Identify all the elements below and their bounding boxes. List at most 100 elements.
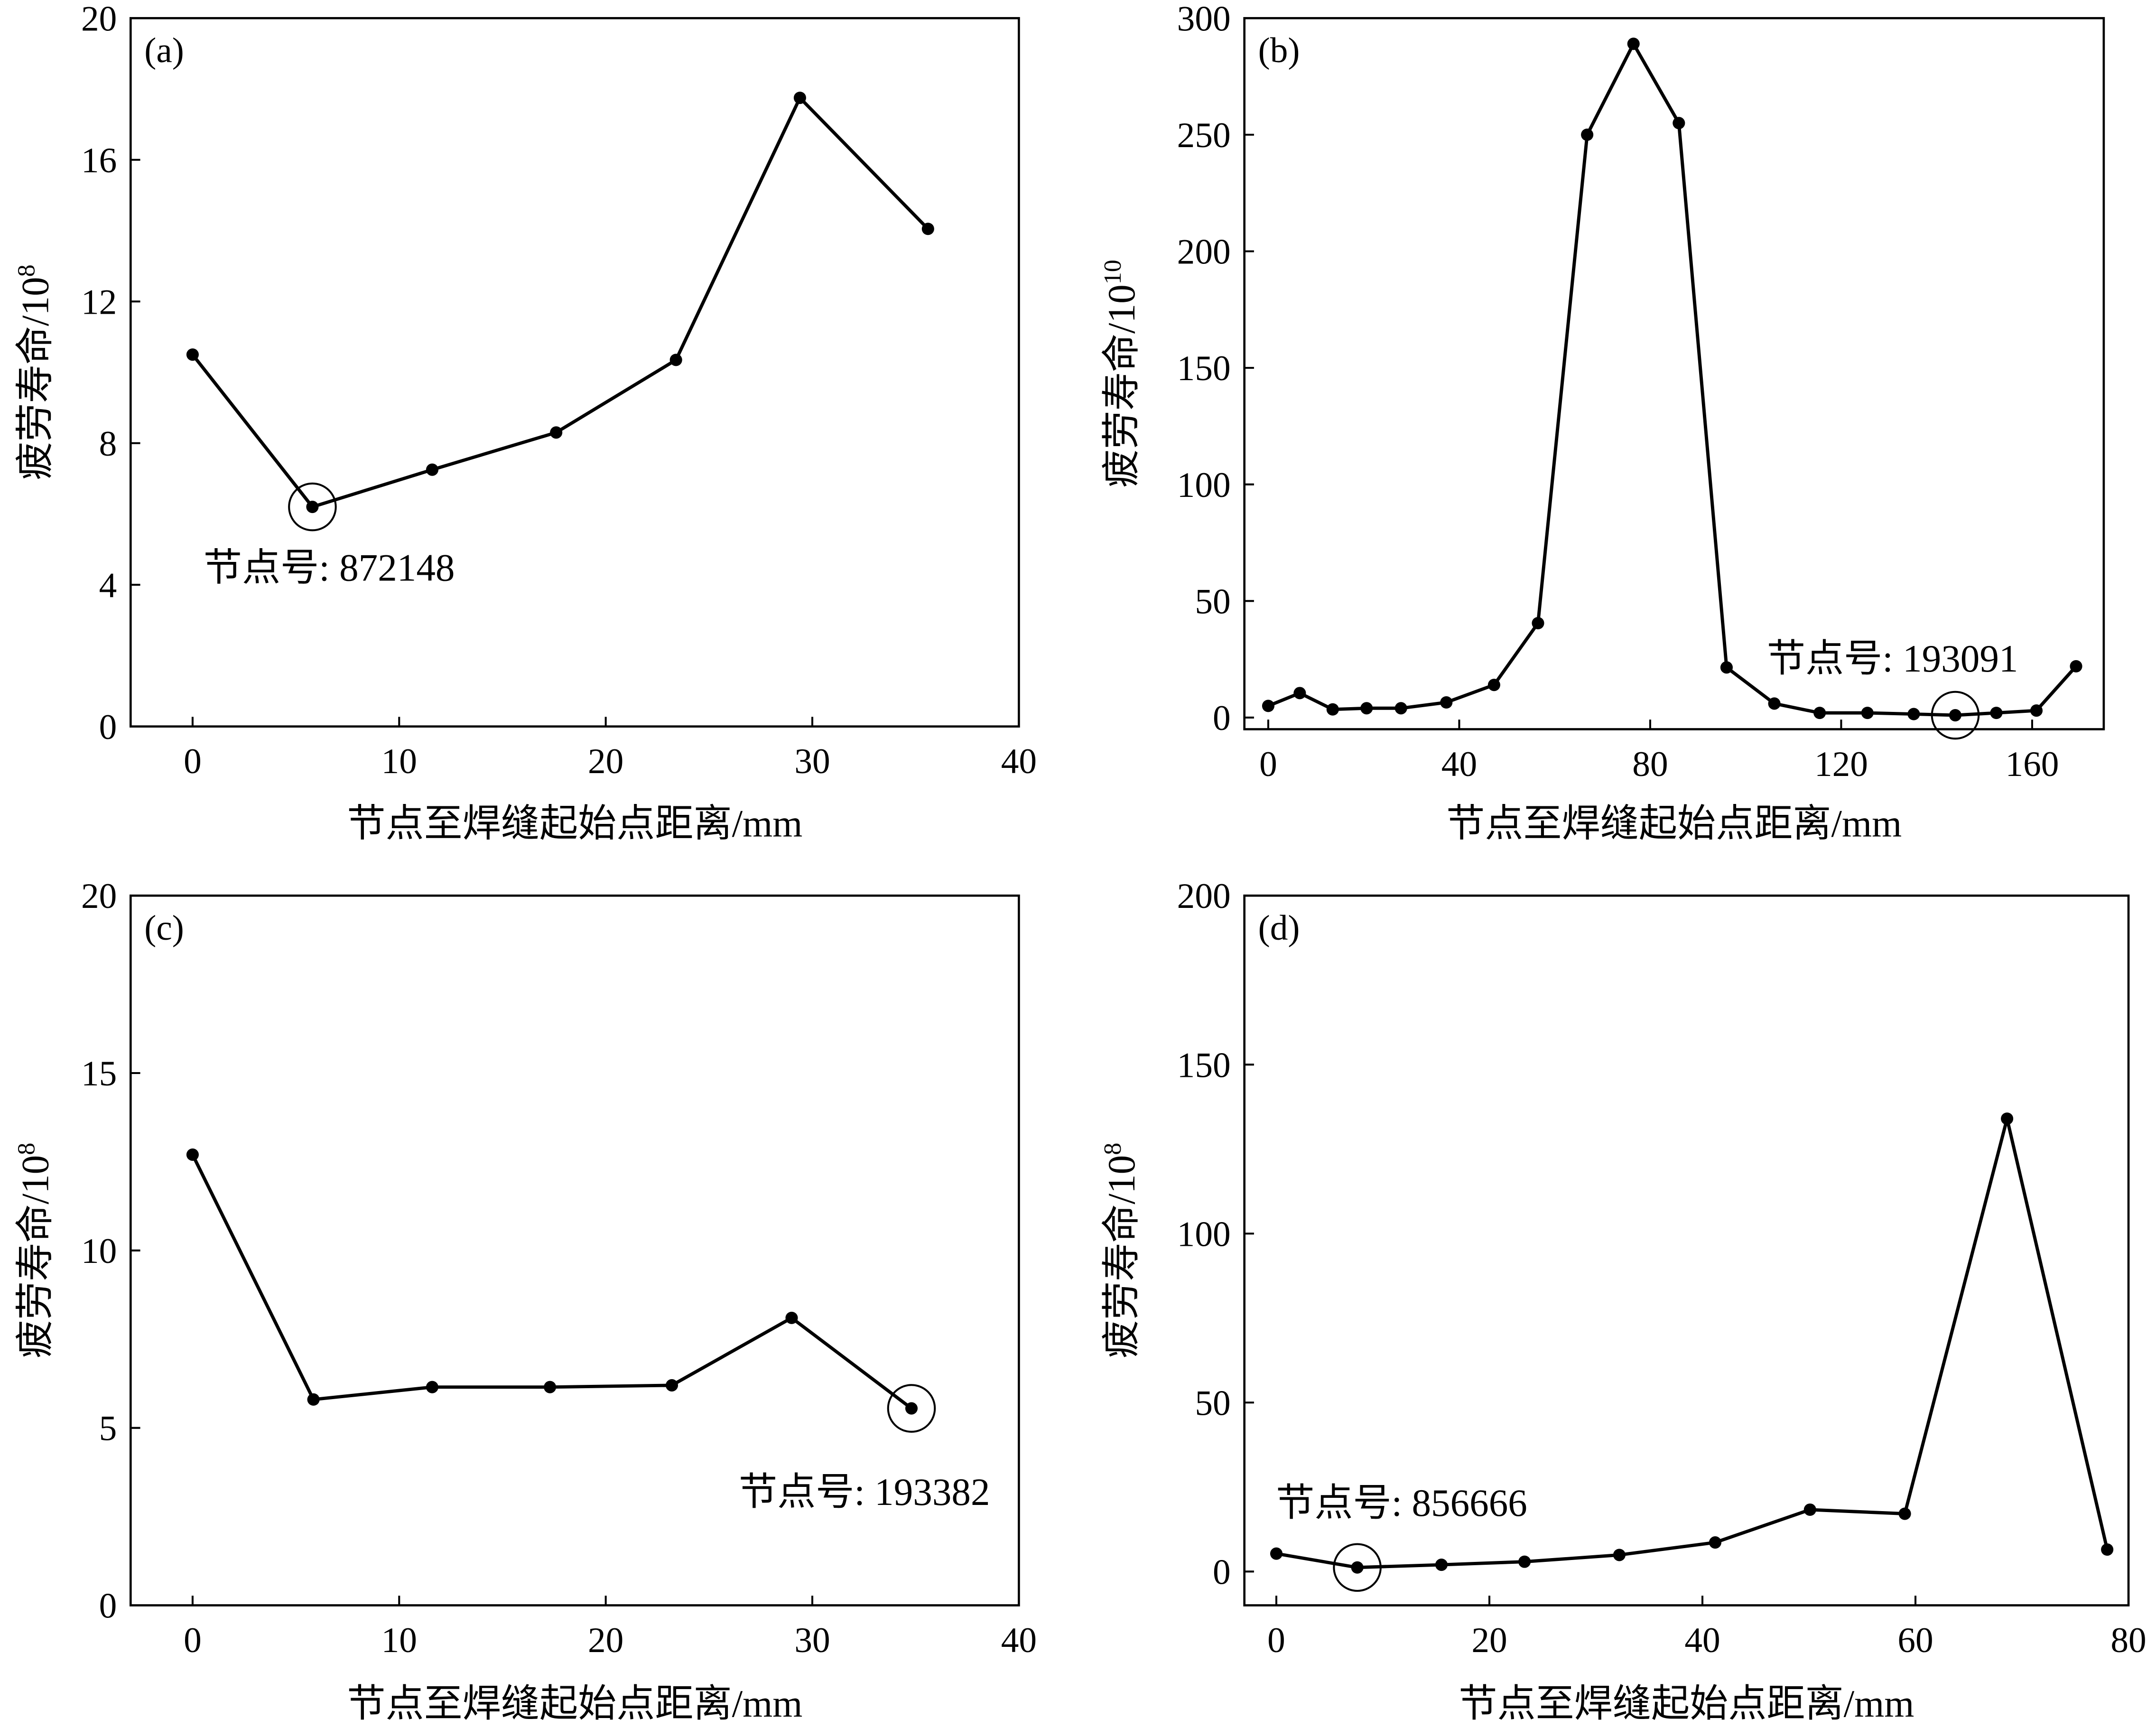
x-tick-label: 60 [1897,1621,1933,1660]
panel-label: (d) [1258,908,1300,948]
x-tick-label: 80 [2110,1621,2146,1660]
data-line [191,96,929,509]
y-axis-label-base: 疲劳寿命/10 [1100,284,1143,487]
data-point [1518,1555,1531,1568]
highlight-circle [1931,691,1980,740]
y-tick-label: 8 [99,424,117,464]
plot-frame [1243,17,2105,730]
y-tick-label: 0 [1213,1552,1231,1592]
data-point [544,1381,557,1393]
y-tick-label: 200 [1177,877,1231,916]
x-tick-label: 30 [794,742,830,781]
highlight-circle [887,1384,936,1433]
x-tick-label: 40 [1001,742,1037,781]
x-tick-label: 0 [184,1621,202,1660]
y-axis-label-exponent: 8 [13,1143,40,1155]
panel-label: (c) [144,908,184,948]
y-axis-label-base: 疲劳寿命/10 [14,277,56,480]
x-axis-label: 节点至焊缝起始点距离/mm [347,803,802,845]
data-point [1262,700,1275,712]
x-axis-label: 节点至焊缝起始点距离/mm [347,1682,802,1725]
data-point [1627,37,1640,50]
data-point [186,1148,199,1161]
data-line [191,1154,913,1410]
y-tick-label: 0 [1213,699,1231,738]
data-point [1949,709,1961,722]
data-point [1326,703,1339,716]
x-tick-label: 80 [1632,745,1668,784]
y-tick-label: 0 [99,708,117,747]
data-point [2101,1543,2114,1556]
y-tick-label: 200 [1177,233,1231,272]
y-tick-label: 5 [99,1409,117,1448]
node-annotation: 节点号: 856666 [1276,1482,1527,1524]
data-point [1394,702,1407,715]
x-tick-label: 0 [184,742,202,781]
data-point [1898,1507,1911,1520]
data-point [665,1379,678,1392]
data-point [1907,708,1920,720]
data-point [2030,704,2043,717]
panel-label: (b) [1258,31,1300,70]
chart-panel-b: 0 40 80 120 160 0 50 100 150 200 250 300 节点号: 193091… [1099,0,2105,845]
x-axis-label: 节点至焊缝起始点距离/mm [1459,1682,1914,1725]
x-tick-label: 10 [381,1621,417,1660]
y-tick-label: 150 [1177,349,1231,388]
data-point [793,92,806,104]
x-tick-label: 0 [1267,1621,1285,1660]
y-tick-label: 15 [81,1054,117,1093]
y-tick-label: 10 [81,1232,117,1271]
y-tick-label: 300 [1177,0,1231,38]
plot-frame [129,17,1020,728]
data-point [1673,117,1685,130]
data-point [1435,1559,1448,1571]
y-axis-label-base: 疲劳寿命/10 [14,1155,56,1358]
data-point [2001,1112,2014,1125]
x-tick-label: 40 [1441,745,1477,784]
x-tick-label: 160 [2005,745,2059,784]
data-point [307,1393,320,1406]
x-tick-label: 20 [588,742,623,781]
y-tick-label: 250 [1177,116,1231,155]
node-annotation: 节点号: 872148 [204,547,455,589]
x-tick-label: 40 [1001,1621,1037,1660]
x-tick-label: 30 [794,1621,830,1660]
y-axis-label: 疲劳寿命/108 [13,1143,56,1358]
y-tick-label: 16 [81,141,117,180]
y-tick-label: 12 [81,282,117,322]
data-point [426,1381,438,1393]
chart-panel-c: 0 10 20 30 40 0 5 10 15 20 节点号: 193382 (c) 节点至焊缝起始点距… [13,877,1037,1725]
y-axis-label-exponent: 8 [13,264,40,277]
data-point [1720,661,1733,674]
x-axis-label: 节点至焊缝起始点距离/mm [1446,803,1902,845]
data-point [1813,707,1826,719]
data-point [1360,702,1373,715]
node-annotation: 节点号: 193091 [1767,637,2018,680]
data-point [921,223,934,235]
plot-frame [1243,894,2130,1607]
highlight-circle [1333,1543,1382,1592]
data-point [426,463,438,476]
data-point [1861,707,1874,719]
y-axis-label: 疲劳寿命/108 [1099,1143,1143,1358]
data-point [905,1402,918,1415]
node-annotation: 节点号: 193382 [739,1471,990,1513]
y-tick-label: 4 [99,566,117,605]
y-tick-label: 20 [81,0,117,38]
data-point [306,501,319,514]
y-axis-label: 疲劳寿命/1010 [1099,260,1143,487]
data-point [1293,687,1306,700]
data-line [1267,42,2078,717]
data-point [1581,128,1594,141]
data-line [1276,1117,2109,1569]
x-tick-label: 10 [381,742,417,781]
data-point [1532,616,1544,630]
y-tick-label: 100 [1177,466,1231,505]
y-axis-label-exponent: 8 [1099,1143,1126,1155]
data-point [1351,1561,1364,1574]
y-tick-label: 150 [1177,1046,1231,1085]
y-tick-label: 0 [99,1587,117,1626]
data-point [1440,696,1453,709]
y-axis-label-exponent: 10 [1099,260,1126,284]
y-tick-label: 50 [1195,1383,1230,1423]
